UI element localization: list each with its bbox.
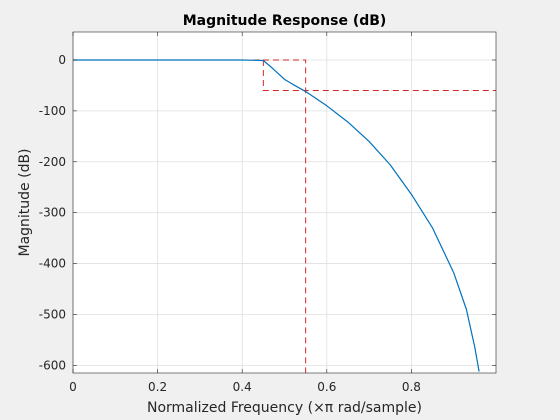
y-tick-label: 0 bbox=[58, 53, 66, 67]
x-axis-title-prefix: Normalized Frequency ( bbox=[147, 400, 313, 416]
y-tick-labels: 0 -100 -200 -300 -400 -500 -600 bbox=[39, 53, 66, 372]
spec-mask-line bbox=[262, 59, 496, 92]
x-axis-title-suffix: rad/sample) bbox=[333, 400, 422, 416]
x-tick-label: 0.2 bbox=[148, 380, 167, 394]
x-tick-labels: 0 0.2 0.4 0.6 0.8 bbox=[69, 380, 421, 394]
y-tick-label: -600 bbox=[39, 358, 66, 372]
y-tick-label: -200 bbox=[39, 155, 66, 169]
y-tick-label: -100 bbox=[39, 104, 66, 118]
chart-title: Magnitude Response (dB) bbox=[183, 13, 387, 29]
x-axis-title-symbol: ×π bbox=[313, 400, 334, 416]
y-tick-label: -500 bbox=[39, 307, 66, 321]
y-axis-title: Magnitude (dB) bbox=[17, 148, 33, 256]
spec-mask-lines bbox=[73, 59, 496, 373]
magnitude-response-line bbox=[73, 59, 480, 372]
y-tick-label: -300 bbox=[39, 206, 66, 220]
x-axis-title: Normalized Frequency (×π rad/sample) bbox=[147, 400, 422, 416]
spec-mask-line bbox=[73, 59, 307, 373]
x-tick-label: 0.4 bbox=[233, 380, 252, 394]
tick-marks bbox=[72, 32, 496, 373]
plot-border bbox=[72, 31, 497, 374]
x-tick-label: 0.8 bbox=[402, 380, 421, 394]
y-tick-label: -400 bbox=[39, 257, 66, 271]
plot-area bbox=[73, 32, 496, 373]
x-tick-label: 0.6 bbox=[317, 380, 336, 394]
series-lines bbox=[73, 59, 480, 372]
x-tick-label: 0 bbox=[69, 380, 77, 394]
grid-lines bbox=[72, 32, 496, 373]
